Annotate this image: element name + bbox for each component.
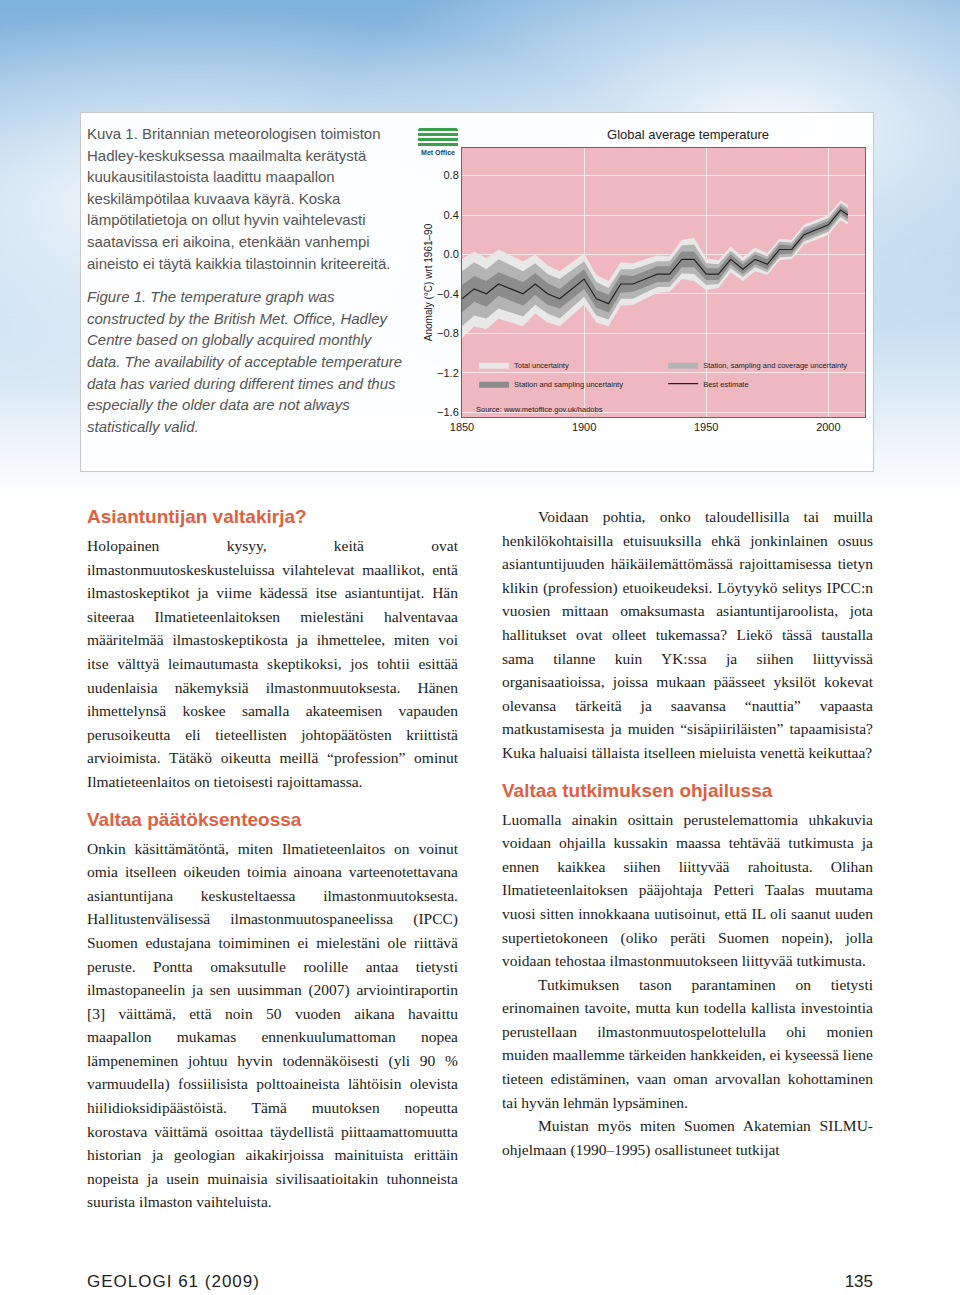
svg-text:2000: 2000	[816, 421, 840, 433]
html-text:Tutkimuksen tason parantaminen: Tutkimuksen tason parantaminen on tietys…	[502, 975, 873, 1111]
svg-text:0.4: 0.4	[444, 209, 459, 221]
svg-text:Total uncertainty: Total uncertainty	[514, 361, 569, 370]
svg-text:−1.6: −1.6	[437, 406, 459, 418]
html-text:Asiantuntijan valtakirja?: Asiantuntijan valtakirja?	[87, 506, 307, 527]
svg-text:1950: 1950	[694, 421, 718, 433]
svg-text:Best estimate: Best estimate	[703, 380, 748, 389]
svg-text:0.0: 0.0	[444, 248, 459, 260]
html-text:Onkin käsittämätöntä, miten Il: Onkin käsittämätöntä, miten Ilmatieteenl…	[87, 839, 458, 1211]
html-text:Luomalla ainakin osittain peru: Luomalla ainakin osittain perustelematto…	[502, 810, 873, 970]
html-text:Figure 1. The temperature grap: Figure 1. The temperature graph was cons…	[87, 288, 403, 435]
html-text:Met Office: Met Office	[421, 149, 455, 156]
html-text:Muistan myös miten Suomen Akat: Muistan myös miten Suomen Akatemian SILM…	[502, 1117, 873, 1158]
svg-text:0.8: 0.8	[444, 169, 459, 181]
html-text:Voidaan pohtia, onko taloudell: Voidaan pohtia, onko taloudellisilla tai…	[502, 508, 873, 761]
html-text:Kuva 1. Britannian meteorologi: Kuva 1. Britannian meteorologisen toimis…	[87, 125, 391, 272]
svg-text:Station, sampling and coverage: Station, sampling and coverage uncertain…	[703, 361, 847, 370]
html-text:Valtaa tutkimuksen ohjailussa: Valtaa tutkimuksen ohjailussa	[502, 779, 773, 801]
svg-text:1850: 1850	[450, 421, 474, 433]
svg-text:Anomaly (°C) wrt 1961–90: Anomaly (°C) wrt 1961–90	[423, 223, 434, 341]
html-text:135: 135	[844, 1272, 873, 1291]
svg-text:−0.8: −0.8	[437, 327, 459, 339]
svg-text:1900: 1900	[572, 421, 596, 433]
html-text:GEOLOGI 61 (2009): GEOLOGI 61 (2009)	[87, 1272, 260, 1291]
html-text:Holopainen kysyy, keitä ovat i: Holopainen kysyy, keitä ovat ilmastonmuu…	[87, 537, 458, 790]
svg-text:−0.4: −0.4	[437, 288, 459, 300]
html-text:Valtaa päätöksenteossa: Valtaa päätöksenteossa	[87, 808, 302, 830]
svg-text:−1.2: −1.2	[437, 367, 459, 379]
svg-text:Global average temperature: Global average temperature	[607, 127, 769, 142]
svg-text:Station and sampling uncertain: Station and sampling uncertainty	[514, 380, 623, 389]
svg-text:Source: www.metoffice.gov.uk/h: Source: www.metoffice.gov.uk/hadobs	[476, 405, 603, 414]
